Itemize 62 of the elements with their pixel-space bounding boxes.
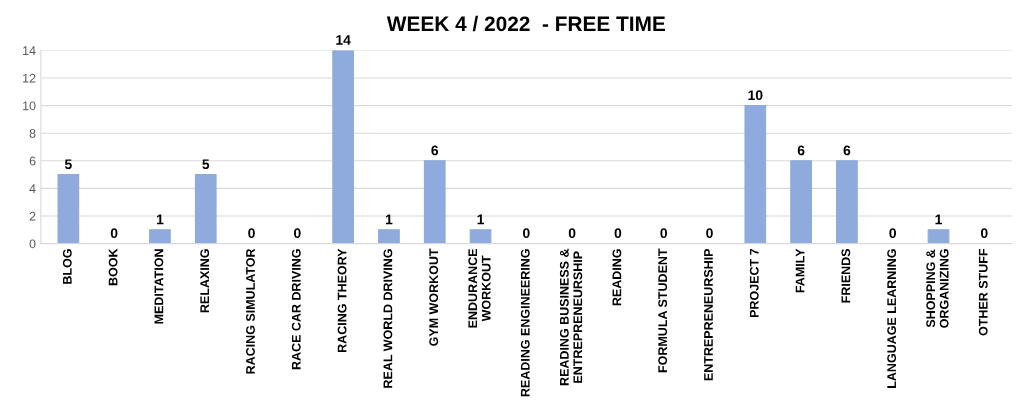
x-tick-label: FORMULA STUDENT (658, 248, 668, 373)
data-label: 6 (797, 145, 805, 156)
x-tick-label: MEDITATION (154, 249, 164, 324)
bar (790, 160, 812, 244)
data-label: 1 (935, 214, 942, 225)
bar (149, 229, 171, 244)
data-label: 5 (202, 159, 210, 170)
y-tick-label: 14 (23, 46, 36, 55)
data-label: 0 (248, 228, 255, 239)
x-tick-label: READING BUSINESS & ENTREPRENEURSHIP (559, 248, 583, 386)
x-tick-label: READING ENGINEERING (520, 249, 530, 397)
data-label: 5 (64, 159, 72, 170)
bar (927, 229, 950, 244)
data-label: 14 (336, 35, 351, 45)
x-tick-label: FRIENDS (841, 248, 851, 303)
data-label: 6 (431, 145, 439, 156)
data-label: 0 (110, 228, 118, 239)
x-tick-label: PROJECT 7 (749, 249, 759, 318)
data-label: 0 (980, 228, 988, 239)
x-tick-label: SHOPPING & ORGANIZING (926, 249, 949, 328)
y-tick-label: 6 (29, 156, 36, 166)
y-tick-label: 8 (29, 129, 36, 138)
bar (744, 105, 767, 244)
y-tick-label: 0 (29, 239, 36, 249)
x-tick-label: ENTREPRENEURSHIP (704, 248, 713, 381)
data-label: 1 (156, 214, 164, 225)
x-tick-label: RACE CAR DRIVING (291, 249, 301, 370)
data-label: 0 (523, 228, 530, 239)
x-tick-label: OTHER STUFF (978, 248, 988, 336)
bar (469, 229, 492, 244)
x-tick-label: REAL WORLD DRIVING (383, 249, 393, 388)
data-label: 10 (748, 90, 763, 101)
data-label: 0 (294, 228, 301, 239)
data-label: 0 (614, 228, 622, 239)
y-tick-label: 12 (23, 73, 36, 83)
data-label: 6 (843, 145, 851, 156)
x-tick-label: ENDURANCE WORKOUT (468, 248, 491, 328)
bar (378, 229, 400, 244)
data-label: 0 (706, 228, 713, 239)
data-label: 0 (568, 228, 576, 239)
y-tick-label: 4 (29, 184, 36, 193)
x-tick-label: READING (612, 249, 622, 306)
x-tick-label: RACING SIMULATOR (246, 248, 255, 374)
x-tick-label: BOOK (108, 248, 118, 286)
bar (332, 50, 355, 244)
data-label: 0 (660, 228, 668, 239)
x-tick-label: GYM WORKOUT (429, 248, 439, 346)
bar (423, 160, 446, 244)
data-label: 1 (477, 214, 485, 225)
data-label: 1 (385, 214, 393, 225)
x-tick-label: RELAXING (200, 249, 210, 313)
bar (194, 174, 217, 244)
y-tick-label: 10 (23, 101, 36, 111)
data-label: 0 (889, 228, 896, 239)
x-tick-label: BLOG (62, 249, 72, 284)
y-tick-label: 2 (29, 211, 36, 221)
x-tick-label: FAMILY (795, 248, 805, 293)
x-tick-label: RACING THEORY (337, 248, 347, 353)
bar (836, 160, 858, 244)
x-tick-label: LANGUAGE LEARNING (887, 249, 897, 388)
chart-title: WEEK 4 / 2022 - FREE TIME (386, 15, 666, 32)
bar (57, 174, 80, 244)
